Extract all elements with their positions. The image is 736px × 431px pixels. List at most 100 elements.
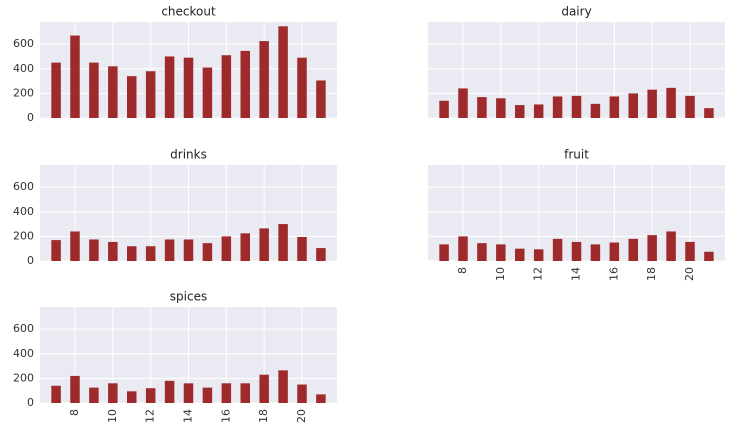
bar [477,243,487,261]
bar [108,383,118,403]
x-tick-label: 20 [683,267,696,281]
bar [297,57,307,118]
bar [278,26,288,118]
bar [70,35,80,118]
bar [221,383,232,403]
bar [571,95,582,118]
y-tick-label: 400 [13,62,34,75]
y-tick-label: 0 [27,111,34,124]
bar [183,239,194,261]
bar [704,251,714,261]
y-tick-label: 400 [13,347,34,360]
bar [240,50,251,118]
panel-title: checkout [161,5,216,19]
bar [164,239,175,261]
y-tick-label: 0 [27,254,34,267]
bar [51,240,61,261]
bar [704,108,714,118]
y-tick-label: 600 [13,180,34,193]
bar [126,76,137,118]
bar [552,96,563,118]
x-tick-label: 8 [456,267,469,274]
bar [297,384,307,403]
bar [221,55,232,118]
x-tick-label: 12 [532,267,545,281]
x-tick-label: 14 [570,267,583,281]
bar [259,228,269,261]
panel-title: dairy [561,5,591,19]
bar [477,97,487,118]
bar [647,235,657,261]
bar [259,41,269,119]
bar [590,103,601,118]
x-tick-label: 16 [219,409,232,423]
bar [628,238,639,261]
bar [496,244,506,261]
bar [647,89,657,118]
bar [108,66,118,118]
bar [183,57,194,118]
bar [70,375,80,403]
bar [685,95,695,118]
bar [51,62,61,118]
y-tick-label: 200 [13,86,34,99]
y-tick-label: 400 [13,205,34,218]
bar [164,56,175,118]
bar [439,244,449,261]
bar [240,233,251,261]
bar [278,224,288,261]
bar [316,80,326,118]
bar [145,388,156,403]
y-tick-label: 200 [13,371,34,384]
x-tick-label: 18 [257,409,270,423]
bar [51,385,61,403]
bar [145,71,156,118]
bar [571,241,582,261]
bar [514,105,525,118]
bar [552,238,563,261]
bar [278,370,288,403]
bar [240,383,251,403]
bar [259,374,269,403]
bar [221,236,232,261]
x-tick-label: 16 [607,267,620,281]
bar [666,231,676,261]
bar [89,62,99,118]
bar [439,100,449,118]
x-tick-label: 12 [144,409,157,423]
bar [108,241,118,261]
bar [164,380,175,403]
panel-title: drinks [170,148,207,162]
bar [126,246,137,261]
x-tick-label: 10 [106,409,119,423]
bar [590,244,601,261]
bar [458,236,468,261]
bar [628,93,639,118]
bar [145,246,156,261]
y-tick-label: 600 [13,37,34,50]
bar [202,67,213,118]
x-tick-label: 8 [68,409,81,416]
bar [126,391,137,403]
bar [89,239,99,261]
bar [533,104,544,118]
bar [297,237,307,261]
bar [202,387,213,403]
bar [496,98,506,118]
x-tick-label: 18 [645,267,658,281]
bar [685,241,695,261]
bar [202,243,213,261]
panel-title: fruit [564,148,589,162]
bar [514,248,525,261]
bar [609,96,620,118]
x-tick-label: 20 [295,409,308,423]
bar [458,88,468,118]
bar [89,387,99,403]
bar [316,248,326,261]
bar [533,249,544,261]
x-tick-label: 10 [494,267,507,281]
y-tick-label: 0 [27,396,34,409]
bar [70,231,80,261]
bar [609,242,620,261]
y-tick-label: 600 [13,322,34,335]
